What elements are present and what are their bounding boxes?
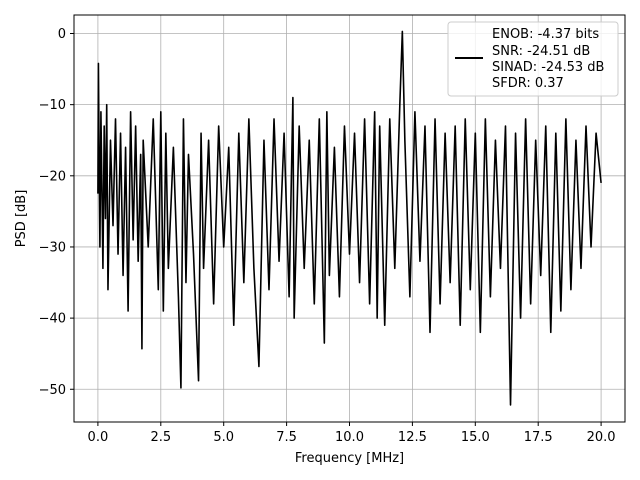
legend-box [447, 21, 619, 97]
legend-entry-enob: ENOB: -4.37 bits [492, 27, 599, 42]
x-axis-label: Frequency [MHz] [295, 451, 404, 466]
x-tick-label: 2.5 [150, 430, 171, 445]
legend-entry-sinad: SINAD: -24.53 dB [492, 60, 604, 75]
y-tick-label: 0 [58, 27, 66, 42]
x-axis-ticks: 0.0 2.5 5.0 7.5 10.0 12.5 15.0 17.5 20.0 [88, 422, 616, 445]
y-axis-label: PSD [dB] [14, 190, 29, 248]
legend-entry-sfdr: SFDR: 0.37 [492, 76, 564, 91]
y-axis-ticks: 0 −10 −20 −30 −40 −50 [39, 27, 74, 398]
x-tick-label: 5.0 [213, 430, 234, 445]
series-line [97, 30, 602, 406]
legend: ENOB: -4.37 bits SNR: -24.51 dB SINAD: -… [447, 21, 619, 97]
x-tick-label: 7.5 [276, 430, 297, 445]
x-tick-label: 0.0 [88, 430, 109, 445]
x-tick-label: 10.0 [335, 430, 364, 445]
x-tick-label: 20.0 [587, 430, 616, 445]
series-layer [97, 30, 602, 406]
y-tick-label: −50 [39, 383, 66, 398]
y-tick-label: −20 [39, 169, 66, 184]
y-tick-label: −40 [39, 312, 66, 327]
x-tick-label: 12.5 [398, 430, 427, 445]
legend-entry-snr: SNR: -24.51 dB [492, 44, 590, 59]
y-tick-label: −10 [39, 98, 66, 113]
x-tick-label: 15.0 [461, 430, 490, 445]
x-tick-label: 17.5 [524, 430, 553, 445]
y-tick-label: −30 [39, 240, 66, 255]
